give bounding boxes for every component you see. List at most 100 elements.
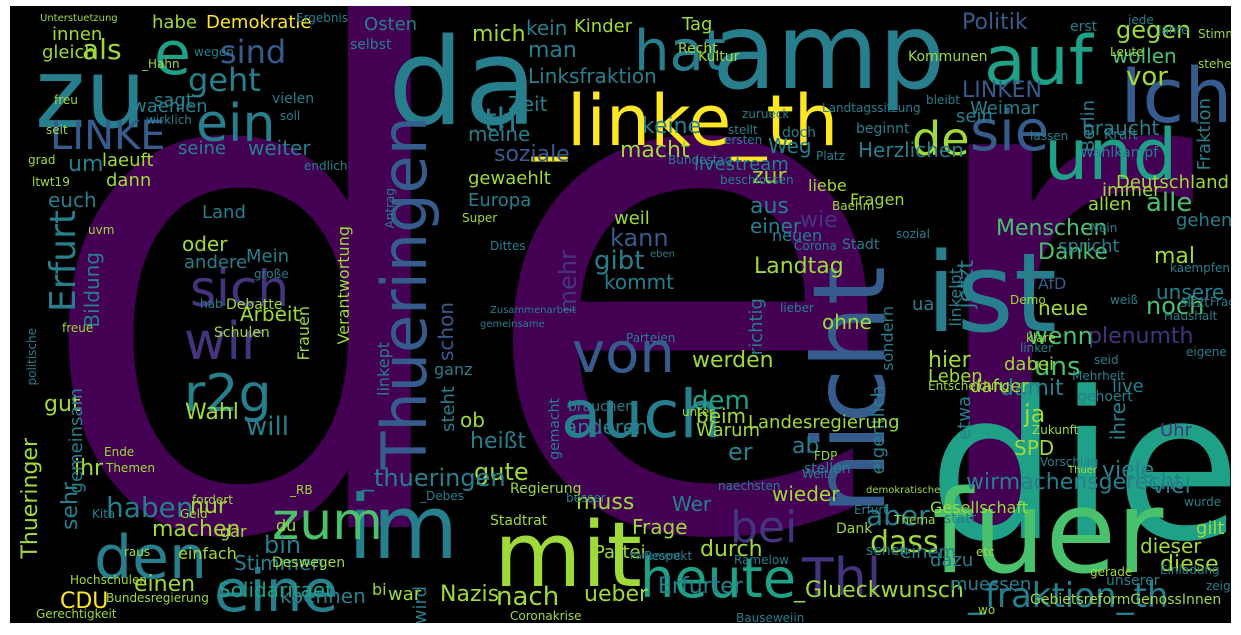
cloud-word: um (68, 152, 104, 177)
cloud-word: amp (712, 6, 946, 113)
cloud-word: muessen (950, 574, 1032, 595)
cloud-word: endlich (304, 159, 348, 173)
cloud-word: bin (264, 531, 302, 559)
cloud-word: heute (640, 547, 797, 610)
cloud-word: FDP (814, 449, 838, 463)
cloud-word: braucht (1082, 116, 1160, 140)
cloud-word: Weimar (970, 98, 1039, 119)
cloud-word: wenn (1028, 322, 1093, 350)
cloud-word: koennen (280, 584, 366, 608)
cloud-word: Unterstuetzung (40, 13, 118, 24)
cloud-word: wollen (1112, 44, 1177, 68)
cloud-word: weiter (248, 136, 311, 160)
cloud-word: Coronakrise (510, 609, 582, 623)
cloud-word: freue (62, 321, 94, 335)
word-cloud-canvas: der die amp da fuer ist nicht mit im zu _linke_th u… (10, 6, 1231, 623)
cloud-word: doch (782, 125, 817, 141)
cloud-word: plenumth (1088, 324, 1194, 349)
cloud-word: uvm (88, 223, 115, 237)
cloud-word: den (94, 523, 208, 593)
cloud-word: e (154, 19, 191, 89)
cloud-word: will (246, 412, 289, 442)
cloud-word: Antrag (383, 188, 397, 229)
cloud-word: Landesregierung (748, 412, 900, 433)
cloud-word: gute (474, 458, 529, 486)
cloud-word: muss (576, 490, 635, 515)
cloud-word: andere (184, 252, 248, 273)
cloud-word: gegen (1116, 16, 1192, 44)
cloud-word: ueber (584, 582, 649, 607)
cloud-word: aber (866, 499, 930, 532)
cloud-word: liebe (808, 176, 847, 195)
cloud-word: _Hahn (142, 57, 180, 71)
cloud-word: von (572, 321, 675, 386)
cloud-word: Platz (816, 149, 845, 163)
cloud-word: Kraft (1104, 127, 1138, 143)
cloud-word: livestream (694, 154, 789, 175)
cloud-word: hab (200, 297, 223, 311)
cloud-word: vielen (272, 91, 315, 107)
cloud-word: ltwt19 (32, 175, 70, 189)
cloud-word: Zusammenarbeit (490, 305, 576, 316)
cloud-word: Bundestag (668, 153, 733, 167)
cloud-word: ohne (822, 310, 872, 334)
cloud-word: gehoert (1078, 389, 1133, 405)
cloud-word: Demo (1010, 293, 1046, 307)
cloud-word: live (1112, 376, 1144, 397)
cloud-word: als (82, 33, 122, 66)
cloud-word: Geld (180, 507, 208, 521)
cloud-word: Super (462, 211, 498, 225)
cloud-word: Vorschlag (1040, 455, 1099, 469)
cloud-word: sondern (878, 306, 897, 371)
cloud-word: bleibt (926, 93, 960, 107)
cloud-word: gleich (42, 42, 96, 63)
cloud-word: machen (152, 517, 241, 542)
cloud-word: zur (752, 164, 787, 189)
cloud-word: oder (182, 232, 228, 256)
cloud-word: Dittes (490, 239, 526, 253)
cloud-word: Kita (92, 507, 116, 521)
cloud-word: einer (750, 214, 802, 238)
cloud-word: ua (912, 294, 935, 315)
cloud-word: Thueringen (368, 116, 441, 470)
cloud-word: laeuft (102, 150, 154, 171)
cloud-word: Bundesregierung (106, 591, 209, 605)
cloud-word: Nazis (440, 582, 500, 607)
cloud-word: wegen (194, 45, 234, 59)
cloud-word: allen (1088, 194, 1132, 215)
cloud-word: LINKEN (962, 78, 1042, 103)
cloud-word: de (912, 112, 970, 166)
cloud-word: _linke_th (532, 80, 839, 162)
cloud-word: gemeinsame (480, 319, 545, 330)
cloud-word: aus (750, 194, 789, 219)
cloud-word: geht (188, 61, 261, 99)
cloud-word: werden (692, 348, 774, 373)
cloud-word: unter (682, 405, 715, 419)
cloud-word: Erfurter (658, 574, 743, 599)
cloud-word: auch (561, 376, 722, 453)
cloud-word: soll (280, 109, 301, 123)
cloud-word: beschlossen (720, 173, 794, 187)
cloud-word: Warum (696, 420, 761, 441)
cloud-word: haben (106, 491, 194, 524)
cloud-word: Haushalt (1164, 309, 1218, 323)
cloud-word: Land (202, 202, 246, 223)
cloud-word: ganz (434, 360, 473, 379)
cloud-word: zum (272, 492, 383, 552)
cloud-word: wieder (772, 482, 840, 506)
cloud-word: ja (1024, 400, 1046, 428)
cloud-word: beim (696, 404, 747, 428)
cloud-word: Menschen (996, 216, 1108, 241)
cloud-word: Europa (468, 190, 532, 211)
cloud-word: Entscheidung (928, 379, 1010, 393)
cloud-word: Gesellschaft (930, 498, 1029, 517)
cloud-word: AfD (1038, 274, 1067, 293)
cloud-word: Kinder (574, 16, 633, 37)
cloud-word: stellen (804, 461, 851, 477)
cloud-word: Landtag (754, 254, 844, 279)
cloud-word: du (276, 516, 297, 535)
cloud-word: einfach (178, 544, 237, 563)
cloud-word: Schulen (214, 325, 270, 341)
cloud-word: Ende (104, 445, 135, 459)
cloud-word: Linksfraktion (528, 64, 657, 88)
